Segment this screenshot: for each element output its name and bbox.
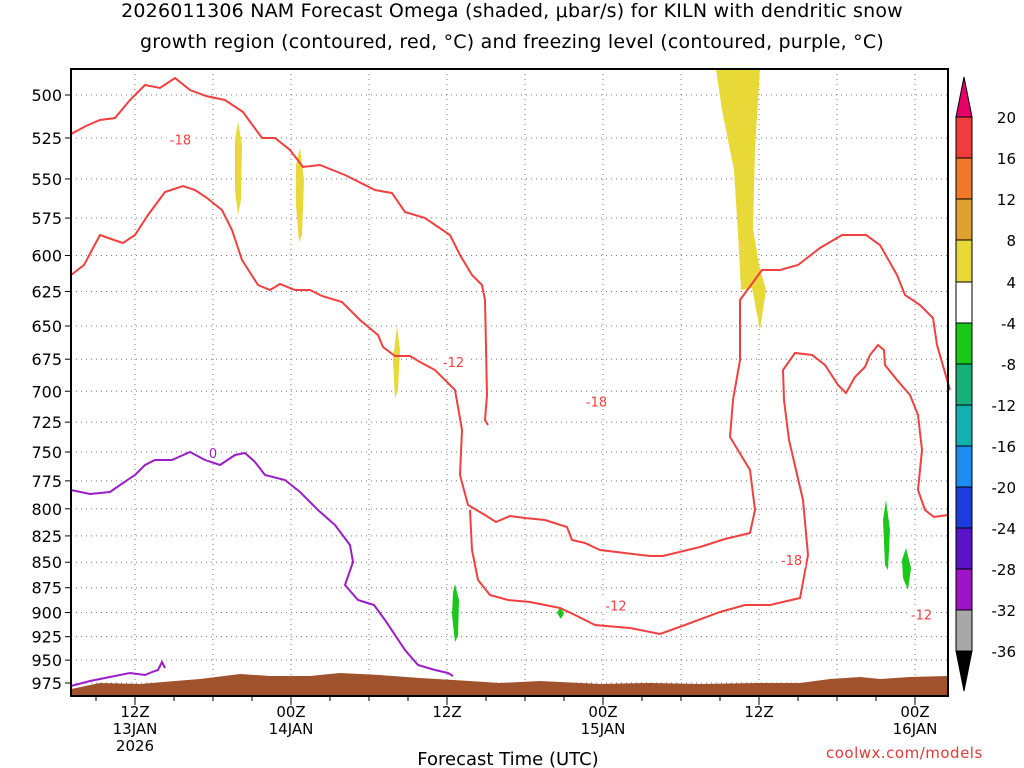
x-tick-label: 00Z (276, 703, 305, 721)
colorbar-label: -4 (1001, 315, 1016, 333)
freezing-level-contour-lower (70, 659, 166, 687)
omega-positive-region (393, 326, 400, 398)
colorbar-swatch (955, 568, 973, 611)
x-tick-label: 16JAN (893, 720, 938, 738)
y-tick-label: 725 (31, 413, 62, 432)
x-tick-label: 12Z (432, 703, 461, 721)
omega-positive-region (296, 148, 304, 242)
y-tick-label: 650 (31, 317, 62, 336)
contour-label: 0 (209, 447, 217, 462)
chart-subtitle: growth region (contoured, red, °C) and f… (140, 31, 884, 53)
dgz-contour--12-loop (477, 343, 949, 636)
terrain-fill (71, 673, 948, 696)
colorbar-label: 4 (1006, 274, 1016, 292)
y-tick-label: 950 (31, 651, 62, 670)
omega-negative-region (883, 500, 890, 570)
x-tick-label: 12Z (744, 703, 773, 721)
colorbar-label: -32 (992, 602, 1017, 620)
colorbar-label: -12 (992, 397, 1017, 415)
y-tick-label: 850 (31, 553, 62, 572)
contour-label-bg (439, 353, 468, 369)
colorbar-swatch (955, 363, 973, 406)
dgz-contour--18-outer (70, 76, 489, 426)
contour-label-bg (166, 131, 195, 147)
colorbar-label: -20 (992, 479, 1017, 497)
omega-negative-region (452, 584, 459, 642)
dgz-contour--18-inner (70, 184, 951, 557)
colorbar-swatch (955, 527, 973, 570)
contour-label: -12 (605, 600, 626, 615)
colorbar-label: 20 (997, 109, 1016, 127)
plot-frame (70, 68, 949, 697)
y-tick-label: 700 (31, 382, 62, 401)
colorbar: 20 16 12 8 4 -4 -8 -12 -16 -20 -24 -28 -32 -36 (955, 76, 1017, 692)
x-tick-label: 00Z (588, 703, 617, 721)
omega-negative-region (902, 548, 911, 590)
colorbar-swatch (955, 281, 973, 324)
y-tick-label: 600 (31, 247, 62, 266)
x-tick-label: 15JAN (581, 720, 626, 738)
contour-label-bg (777, 552, 806, 568)
y-tick-label: 675 (31, 350, 62, 369)
y-tick-label: 750 (31, 443, 62, 462)
contour-label-bg (602, 597, 630, 613)
y-tick-label: 825 (31, 527, 62, 546)
contour-label: -12 (443, 356, 464, 371)
contour-label-bg (907, 606, 936, 622)
x-tick-label: 2026 (116, 737, 154, 755)
x-axis-label: Forecast Time (UTC) (417, 749, 598, 768)
contour-label: -12 (911, 608, 932, 623)
colorbar-label: 8 (1006, 232, 1016, 250)
x-tick-label: 12Z (120, 703, 149, 721)
contour-label: -18 (781, 554, 802, 569)
contour-label: -18 (586, 395, 607, 410)
colorbar-swatch (955, 486, 973, 529)
colorbar-swatch (955, 116, 973, 159)
y-tick-label: 625 (31, 282, 62, 301)
gridlines (71, 69, 948, 696)
colorbar-label: -36 (992, 643, 1017, 661)
colorbar-swatch (955, 239, 973, 283)
colorbar-swatch-bottom (955, 650, 973, 692)
y-tick-label: 800 (31, 500, 62, 519)
colorbar-swatch-top (955, 76, 973, 118)
colorbar-swatch (955, 609, 973, 652)
contour-label: -18 (170, 134, 191, 149)
colorbar-label: -24 (992, 520, 1017, 538)
y-tick-label: 975 (31, 674, 62, 693)
colorbar-swatch (955, 404, 973, 447)
y-tick-label: 925 (31, 628, 62, 647)
colorbar-label: -16 (992, 438, 1017, 456)
colorbar-label: 16 (997, 150, 1016, 168)
y-tick-label: 550 (31, 170, 62, 189)
y-tick-label: 775 (31, 472, 62, 491)
colorbar-swatch (955, 445, 973, 488)
y-tick-label: 900 (31, 604, 62, 623)
colorbar-swatch (955, 157, 973, 200)
freezing-level-contour (70, 450, 454, 677)
credit-text: coolwx.com/models (826, 744, 983, 762)
dgz-contour--12-lower (469, 509, 479, 581)
omega-positive-region (235, 122, 242, 215)
omega-shading (235, 69, 911, 642)
omega-positive-region (716, 69, 766, 330)
contour-label-bg (207, 445, 219, 461)
contour-label-bg (582, 393, 611, 409)
x-tick-label: 14JAN (269, 720, 314, 738)
colorbar-label: 12 (997, 191, 1016, 209)
x-tick-label: 00Z (900, 703, 929, 721)
terrain (71, 673, 948, 696)
y-tick-label: 575 (31, 209, 62, 228)
colorbar-swatch (955, 198, 973, 241)
colorbar-label: -28 (992, 561, 1017, 579)
colorbar-swatch (955, 322, 973, 365)
chart-title: 2026011306 NAM Forecast Omega (shaded, μ… (121, 0, 903, 22)
y-tick-label: 525 (31, 129, 62, 148)
y-tick-label: 500 (31, 86, 62, 105)
colorbar-label: -8 (1001, 356, 1016, 374)
omega-negative-region (557, 607, 564, 619)
x-tick-label: 13JAN (113, 720, 158, 738)
y-tick-label: 875 (31, 579, 62, 598)
